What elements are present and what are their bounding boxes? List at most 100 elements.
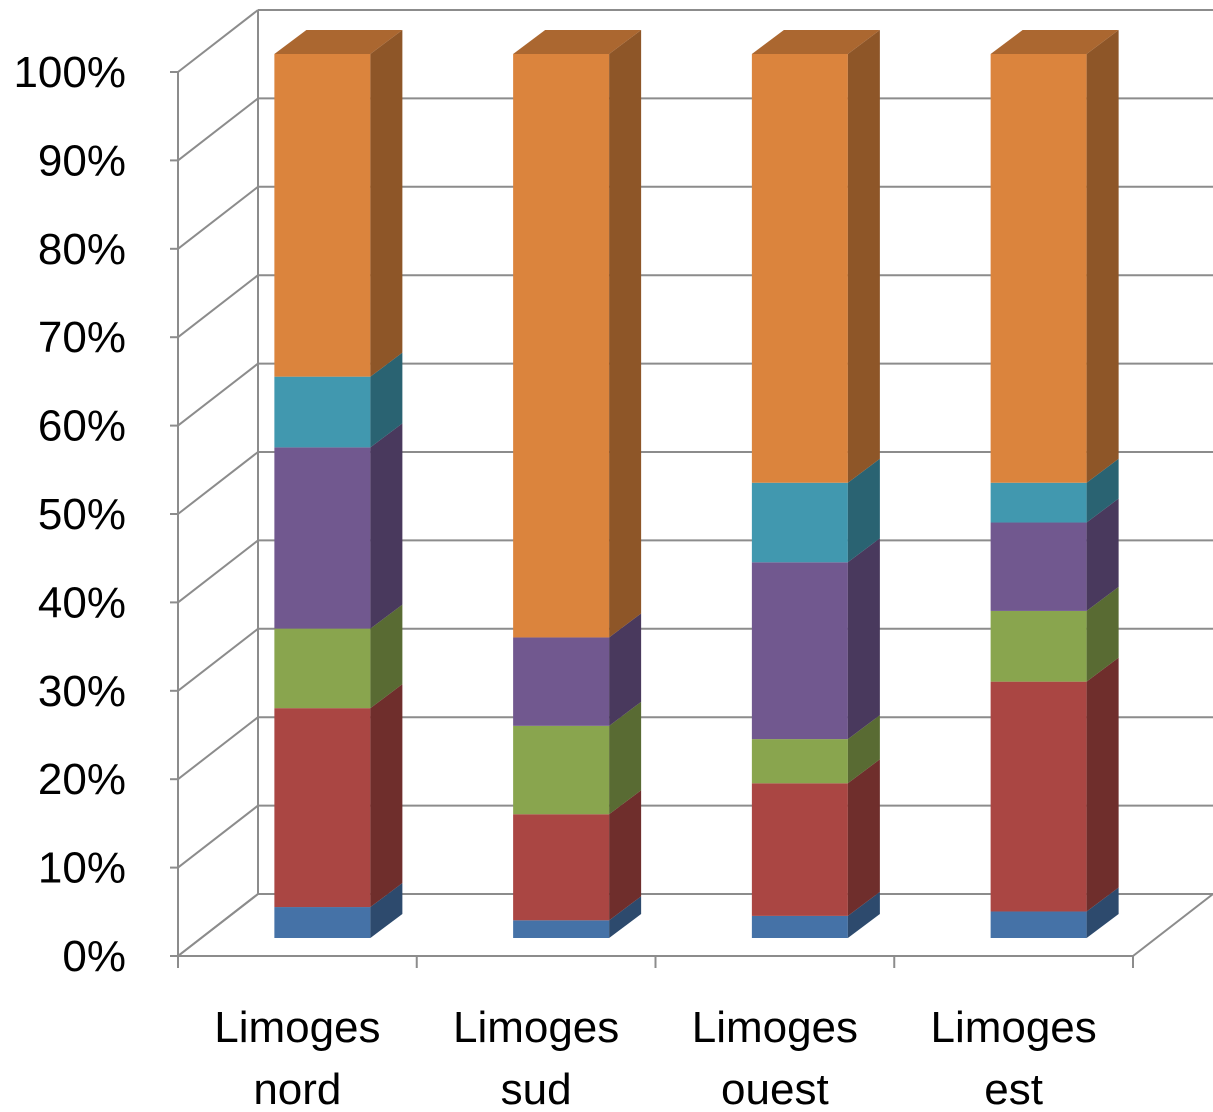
x-category-label: est (984, 1065, 1043, 1112)
bar-segment (274, 30, 403, 377)
y-tick-label: 0% (62, 932, 126, 981)
bar-side-face (370, 883, 403, 938)
bar-segment (751, 458, 880, 563)
bar-front-face (751, 783, 848, 916)
bar-side-face (609, 701, 642, 815)
bar-front-face (513, 814, 610, 921)
x-category-label: Limoges (214, 1003, 380, 1052)
bar-segment (751, 715, 880, 784)
bar-front-face (751, 739, 848, 784)
bar-front-face (274, 54, 371, 377)
x-category-label: Limoges (930, 1003, 1096, 1052)
bar-top-face (513, 30, 642, 54)
bar-segment (990, 458, 1119, 523)
bar-front-face (751, 562, 848, 740)
bar-segment (513, 613, 642, 726)
bar-side-face (609, 30, 642, 638)
bar-segment (513, 701, 642, 815)
bar-side-face (370, 30, 403, 377)
x-category-label: Limoges (453, 1003, 619, 1052)
x-category-label: Limoges (692, 1003, 858, 1052)
bar-front-face (513, 920, 610, 938)
bar-segment (751, 538, 880, 740)
bar-segment (513, 30, 642, 638)
y-tick-label: 80% (38, 225, 126, 274)
y-tick-label: 60% (38, 402, 126, 451)
gridline-diagonal (177, 97, 259, 162)
bar-front-face (990, 522, 1087, 611)
bar-front-face (990, 911, 1087, 938)
bar-side-face (1086, 586, 1119, 682)
bar-front-face (513, 725, 610, 815)
bar-segment (751, 759, 880, 916)
bar-front-face (751, 915, 848, 938)
y-axis-tick-labels: 0% 10% 20% 30% 40% 50% 60% 70% 80% 90% 100% (13, 48, 126, 981)
bar-side-face (1086, 30, 1119, 483)
gridline-diagonal (177, 274, 259, 338)
bar-side-face (609, 790, 642, 921)
gridline-diagonal (177, 186, 259, 250)
bar-side-face (370, 604, 403, 709)
bar-side-face (847, 458, 880, 563)
y-tick-label: 50% (38, 490, 126, 539)
bar-front-face (990, 54, 1087, 483)
bar-side-face (847, 759, 880, 916)
x-category-label: nord (253, 1065, 341, 1112)
gridline-diagonal (177, 362, 259, 427)
x-axis-category-labels: Limoges nord Limoges sud Limoges ouest Limoges… (214, 1003, 1097, 1112)
bar-segment (513, 896, 642, 938)
gridline-diagonal (177, 804, 259, 869)
gridline-diagonal (177, 893, 259, 957)
bar-side-face (1086, 458, 1119, 523)
bar-side-face (847, 891, 880, 938)
x-category-label: sud (501, 1065, 572, 1112)
bar-side-face (609, 896, 642, 938)
axes (170, 71, 1134, 968)
bar-side-face (1086, 657, 1119, 912)
gridline-diagonal (177, 451, 259, 515)
bar-segment (751, 891, 880, 938)
y-tick-label: 100% (13, 48, 126, 97)
bar-top-face (990, 30, 1119, 54)
bar-segment (990, 657, 1119, 912)
bar-front-face (274, 708, 371, 908)
y-tick-label: 10% (38, 844, 126, 893)
bar-top-face (274, 30, 403, 54)
bar-segment (274, 423, 403, 629)
y-tick-label: 70% (38, 313, 126, 362)
bar-segment (990, 887, 1119, 938)
bar-front-face (513, 54, 610, 638)
bar-segment (513, 790, 642, 921)
gridline-diagonal (177, 628, 259, 692)
bar-side-face (370, 423, 403, 629)
bar-front-face (274, 376, 371, 448)
bar-segment (274, 352, 403, 448)
bar-side-face (847, 538, 880, 740)
bar-side-face (847, 30, 880, 483)
bar-segment (751, 30, 880, 483)
bar-segment (990, 30, 1119, 483)
bar-segment (990, 498, 1119, 611)
bar-side-face (370, 684, 403, 908)
bar-front-face (990, 610, 1087, 682)
gridline-diagonal (177, 716, 259, 780)
bar-front-face (990, 681, 1087, 912)
bar-front-face (990, 482, 1087, 523)
bar-segment (274, 684, 403, 908)
bar-segment (274, 604, 403, 709)
y-tick-label: 30% (38, 667, 126, 716)
x-category-label: ouest (721, 1065, 829, 1112)
bar-front-face (274, 628, 371, 709)
bar-front-face (274, 447, 371, 629)
bar-side-face (609, 613, 642, 726)
y-tick-label: 40% (38, 578, 126, 627)
bar-segment (990, 586, 1119, 682)
gridline-diagonal (177, 9, 259, 73)
bar-segment (274, 883, 403, 938)
bar-front-face (274, 907, 371, 938)
bar-top-face (751, 30, 880, 54)
bar-front-face (751, 54, 848, 483)
bar-front-face (751, 482, 848, 563)
bar-side-face (370, 352, 403, 448)
